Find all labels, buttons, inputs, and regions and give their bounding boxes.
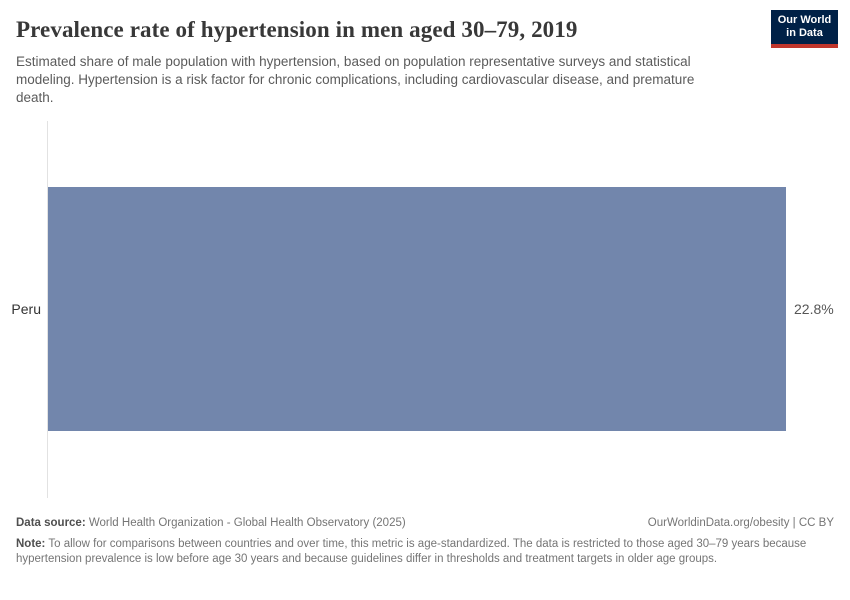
owid-logo-line1: Our World [777,14,832,26]
chart-subtitle: Estimated share of male population with … [16,54,695,105]
chart-area: Peru 22.8% [0,110,850,505]
plot-region: 22.8% [48,187,834,431]
source-row: Data source: World Health Organization -… [16,516,834,531]
bar-peru[interactable] [48,187,786,431]
attribution-link[interactable]: OurWorldinData.org/obesity | CC BY [647,517,834,529]
data-source-label: Data source: [16,517,86,529]
y-axis-line [47,121,48,498]
chart-footer: Data source: World Health Organization -… [16,516,834,567]
note-text: To allow for comparisons between countri… [16,538,807,565]
data-source: Data source: World Health Organization -… [16,516,406,531]
note: Note: To allow for comparisons between c… [16,537,834,567]
chart-header: Prevalence rate of hypertension in men a… [16,16,834,107]
entity-label-peru: Peru [11,301,41,317]
data-source-text: World Health Organization - Global Healt… [85,517,406,529]
bar-value-label: 22.8% [794,301,834,317]
chart-title: Prevalence rate of hypertension in men a… [16,17,578,42]
owid-logo[interactable]: Our World in Data [771,10,838,48]
note-label: Note: [16,538,46,550]
owid-logo-line2: in Data [786,27,823,39]
